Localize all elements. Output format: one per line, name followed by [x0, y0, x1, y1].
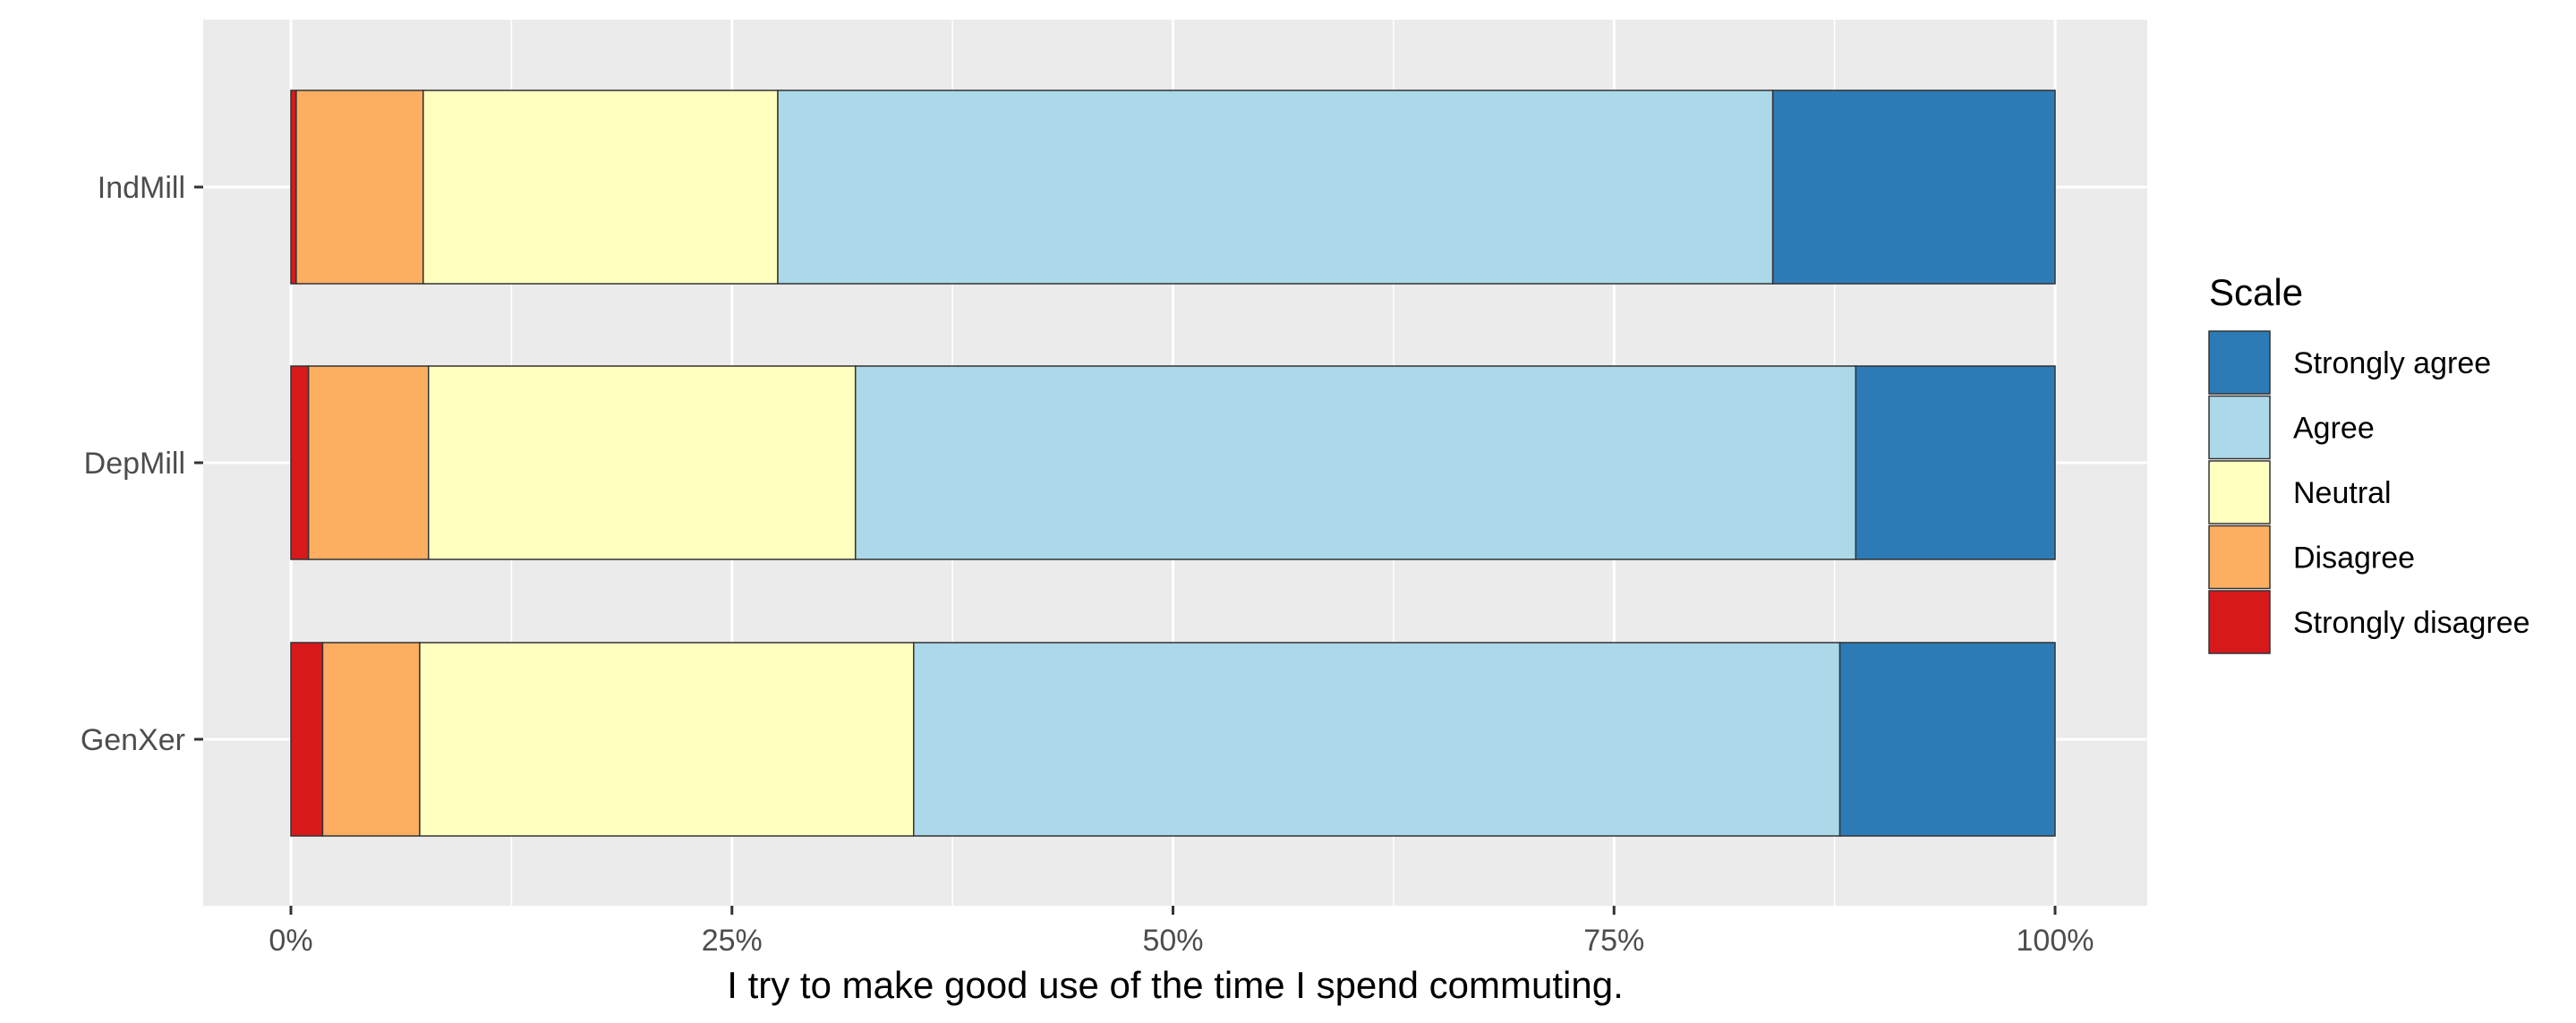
x-tick-label: 75%: [1583, 924, 1644, 958]
legend-items: Strongly agree Agree Neutral Disagree Strong…: [2208, 330, 2530, 654]
bars-group: [290, 90, 2056, 837]
bar-genxer-strongly-disagree: [290, 642, 324, 837]
legend-key-neutral: [2208, 460, 2271, 524]
legend-key-disagree: [2208, 524, 2271, 590]
bar-indmill-neutral: [422, 90, 779, 285]
bar-genxer-strongly-agree: [1838, 642, 2056, 837]
y-axis: GenXer DepMill IndMill: [81, 171, 203, 757]
legend-key-strongly-disagree: [2208, 590, 2271, 654]
bar-depmill-strongly-disagree: [290, 365, 310, 560]
bar-depmill-neutral: [427, 365, 857, 560]
bar-indmill-strongly-agree: [1771, 90, 2056, 285]
legend: Scale Strongly agree Agree Neutral Disagree…: [2208, 271, 2530, 654]
legend-label-strongly-agree: Strongly agree: [2293, 346, 2491, 380]
legend-key-agree: [2208, 395, 2271, 460]
y-tick-label: IndMill: [98, 171, 185, 205]
legend-label-agree: Agree: [2293, 412, 2375, 446]
x-tick-label: 50%: [1142, 924, 1203, 958]
bar-depmill-strongly-agree: [1855, 365, 2056, 560]
x-tick-label: 25%: [702, 924, 763, 958]
y-tick-label: DepMill: [84, 447, 185, 481]
bar-indmill-agree: [777, 90, 1774, 285]
legend-label-strongly-disagree: Strongly disagree: [2293, 606, 2530, 640]
legend-key-strongly-agree: [2208, 330, 2271, 395]
bar-indmill-disagree: [295, 90, 424, 285]
y-tick-label: GenXer: [81, 723, 185, 757]
legend-title: Scale: [2209, 271, 2303, 313]
bar-depmill-disagree: [307, 365, 430, 560]
bar-indmill-strongly-disagree: [290, 90, 297, 285]
legend-label-neutral: Neutral: [2293, 476, 2392, 510]
bar-genxer-neutral: [419, 642, 915, 837]
x-axis: 0% 25% 50% 75% 100%: [269, 906, 2094, 958]
x-tick-label: 100%: [2017, 924, 2094, 958]
x-axis-title: I try to make good use of the time I spe…: [727, 964, 1624, 1006]
bar-depmill-agree: [854, 365, 1857, 560]
bar-genxer-agree: [913, 642, 1841, 837]
bar-genxer-disagree: [321, 642, 421, 837]
legend-label-disagree: Disagree: [2293, 541, 2415, 575]
x-tick-label: 0%: [269, 924, 312, 958]
